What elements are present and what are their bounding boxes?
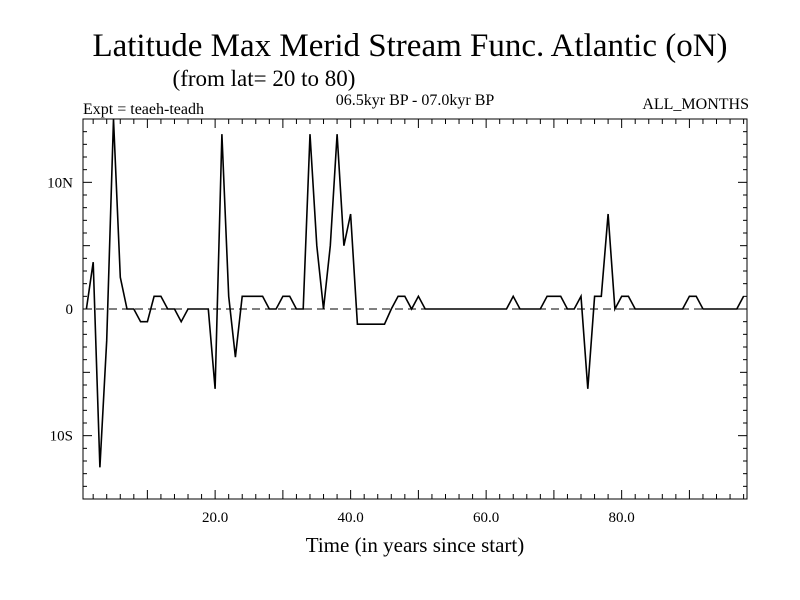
x-tick-label: 60.0	[473, 510, 499, 526]
axis-tick-labels: 20.0 40.0 60.0 80.0 10S 0 10N	[47, 175, 635, 526]
y-tick-label: 10S	[50, 429, 73, 445]
x-axis-label: Time (in years since start)	[306, 533, 525, 557]
y-tick-label: 10N	[47, 175, 73, 191]
x-tick-label: 20.0	[202, 510, 228, 526]
period-label: 06.5kyr BP - 07.0kyr BP	[336, 92, 495, 109]
x-tick-label: 40.0	[338, 510, 364, 526]
series-group	[85, 118, 745, 468]
y-tick-label: 0	[66, 302, 74, 318]
months-label: ALL_MONTHS	[642, 96, 749, 113]
axis-ticks	[83, 119, 747, 499]
series-line	[85, 118, 745, 468]
chart-titles: Latitude Max Merid Stream Func. Atlantic…	[83, 28, 749, 557]
x-tick-label: 80.0	[609, 510, 635, 526]
experiment-label: Expt = teaeh-teadh	[83, 101, 204, 118]
chart-subtitle: (from lat= 20 to 80)	[173, 66, 356, 91]
chart-title: Latitude Max Merid Stream Func. Atlantic…	[92, 28, 727, 64]
